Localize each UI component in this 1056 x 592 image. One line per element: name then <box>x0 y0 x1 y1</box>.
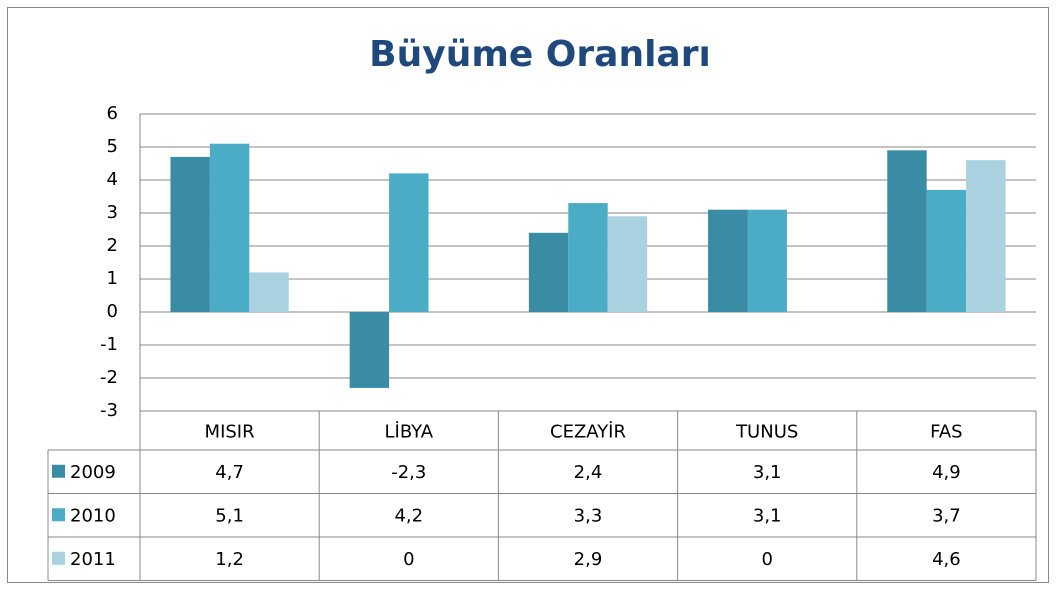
table-cell: 4,7 <box>215 462 244 483</box>
bar <box>209 143 250 312</box>
y-tick-label: 4 <box>107 169 118 190</box>
chart-title: Büyüme Oranları <box>369 34 711 75</box>
bar <box>249 272 289 312</box>
table-cell: 3,1 <box>753 505 782 526</box>
legend-label: 2009 <box>70 462 116 483</box>
y-tick-label: -1 <box>100 334 118 355</box>
legend-label: 2011 <box>70 549 116 570</box>
bar <box>389 173 429 312</box>
table-cell: 0 <box>761 549 772 570</box>
table-cell: 4,9 <box>932 462 961 483</box>
y-tick-label: -2 <box>100 367 118 388</box>
x-tick-label: MISIR <box>205 422 255 443</box>
table-cell: 2,9 <box>574 549 603 570</box>
table-cell: 1,2 <box>215 549 244 570</box>
y-tick-label: 3 <box>107 202 118 223</box>
x-tick-label: FAS <box>930 422 962 443</box>
bar <box>528 232 569 312</box>
table-cell: 5,1 <box>215 505 244 526</box>
table-cell: 2,4 <box>574 462 603 483</box>
y-tick-label: 5 <box>107 136 118 157</box>
x-tick-label: TUNUS <box>735 422 798 443</box>
table-cell: 3,3 <box>574 505 603 526</box>
bar <box>607 216 648 312</box>
y-tick-label: -3 <box>100 400 118 421</box>
bar <box>966 160 1006 312</box>
bar <box>568 203 608 312</box>
table-cell: 3,1 <box>753 462 782 483</box>
bar <box>747 209 787 312</box>
x-tick-label: CEZAYİR <box>550 422 626 443</box>
table-cell: 3,7 <box>932 505 961 526</box>
bar <box>170 156 210 312</box>
x-tick-label: LİBYA <box>384 422 433 443</box>
legend-key <box>52 508 65 522</box>
table-cell: -2,3 <box>391 462 426 483</box>
table-cell: 0 <box>403 549 414 570</box>
table-cell: 4,2 <box>394 505 423 526</box>
table-cell: 4,6 <box>932 549 961 570</box>
y-tick-label: 2 <box>107 235 118 256</box>
bar <box>926 189 967 312</box>
y-tick-label: 0 <box>107 301 118 322</box>
bar <box>887 150 927 312</box>
legend-label: 2010 <box>70 505 116 526</box>
y-tick-label: 1 <box>107 268 118 289</box>
bar <box>349 312 390 388</box>
legend-key <box>52 551 65 565</box>
bar <box>708 209 748 312</box>
y-tick-label: 6 <box>107 103 118 124</box>
legend-key <box>52 464 65 478</box>
